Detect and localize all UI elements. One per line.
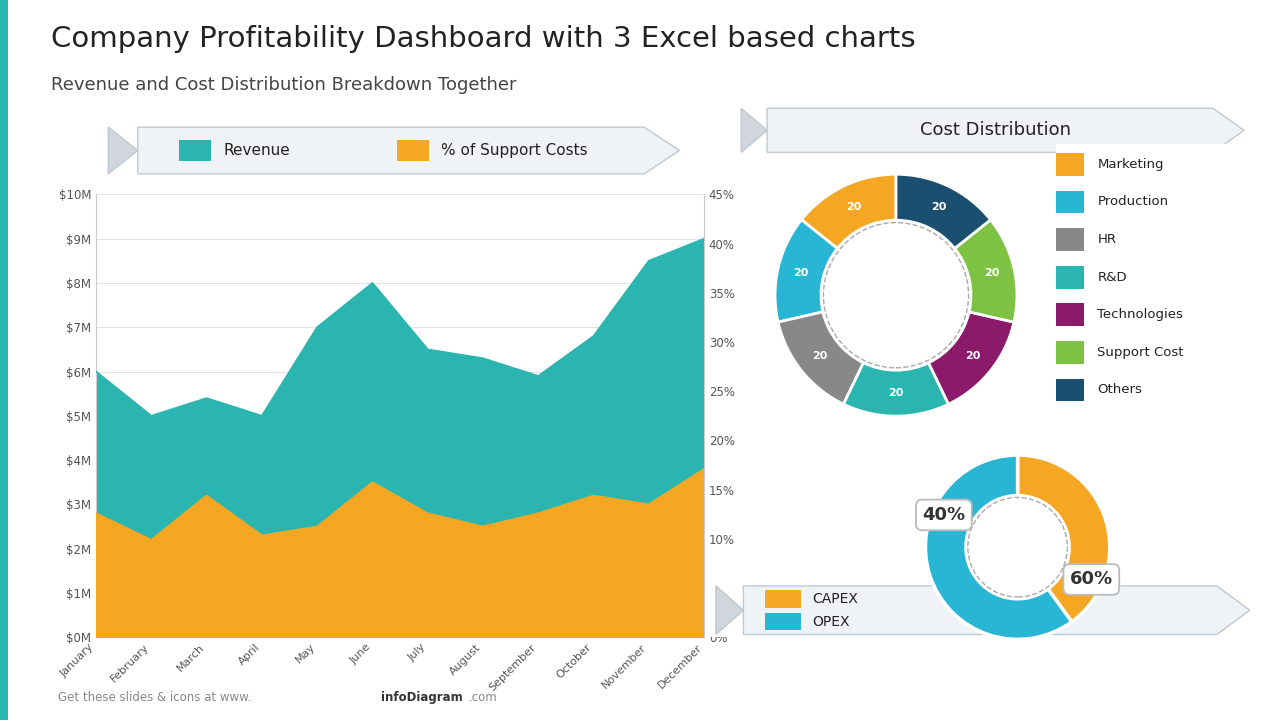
Text: 40%: 40% bbox=[923, 506, 965, 524]
Bar bbox=[1056, 341, 1084, 364]
Wedge shape bbox=[776, 220, 837, 322]
Text: 20: 20 bbox=[812, 351, 827, 361]
Bar bbox=[1056, 228, 1084, 251]
Text: HR: HR bbox=[1097, 233, 1116, 246]
Text: 20: 20 bbox=[846, 202, 861, 212]
Wedge shape bbox=[896, 174, 991, 248]
Text: % of Support Costs: % of Support Costs bbox=[440, 143, 588, 158]
Text: Others: Others bbox=[1097, 383, 1142, 396]
Text: Support Cost: Support Cost bbox=[1097, 346, 1184, 359]
Text: Cost Distribution: Cost Distribution bbox=[920, 121, 1070, 139]
Wedge shape bbox=[801, 174, 896, 248]
Text: OPEX: OPEX bbox=[813, 615, 850, 629]
Wedge shape bbox=[778, 312, 864, 404]
Wedge shape bbox=[955, 220, 1016, 322]
Polygon shape bbox=[767, 108, 1244, 153]
Text: 20: 20 bbox=[984, 269, 1000, 279]
Polygon shape bbox=[716, 586, 744, 634]
Bar bbox=[1056, 303, 1084, 326]
Circle shape bbox=[966, 495, 1069, 599]
Bar bbox=[1056, 191, 1084, 213]
Text: infoDiagram: infoDiagram bbox=[381, 691, 463, 704]
Bar bbox=[1056, 266, 1084, 289]
Circle shape bbox=[820, 220, 972, 370]
Bar bbox=[397, 140, 429, 161]
Text: 20: 20 bbox=[888, 388, 904, 398]
Wedge shape bbox=[1018, 455, 1110, 622]
Text: .com: .com bbox=[468, 691, 497, 704]
Text: 20: 20 bbox=[792, 269, 808, 279]
Wedge shape bbox=[925, 455, 1071, 639]
Bar bbox=[1056, 153, 1084, 176]
Bar bbox=[765, 590, 801, 608]
Text: CAPEX: CAPEX bbox=[813, 592, 858, 606]
Text: Technologies: Technologies bbox=[1097, 308, 1183, 321]
Polygon shape bbox=[744, 586, 1249, 634]
Bar bbox=[1056, 379, 1084, 401]
Text: Get these slides & icons at www.: Get these slides & icons at www. bbox=[58, 691, 251, 704]
Text: 20: 20 bbox=[965, 351, 980, 361]
Bar bbox=[179, 140, 211, 161]
Polygon shape bbox=[741, 108, 767, 153]
Text: 60%: 60% bbox=[1070, 570, 1112, 588]
Text: 20: 20 bbox=[931, 202, 946, 212]
Text: Revenue: Revenue bbox=[223, 143, 289, 158]
Bar bbox=[765, 613, 801, 630]
Polygon shape bbox=[109, 127, 138, 174]
Wedge shape bbox=[928, 312, 1014, 404]
Polygon shape bbox=[138, 127, 680, 174]
Text: R&D: R&D bbox=[1097, 271, 1126, 284]
Text: Company Profitability Dashboard with 3 Excel based charts: Company Profitability Dashboard with 3 E… bbox=[51, 25, 915, 53]
Text: Marketing: Marketing bbox=[1097, 158, 1164, 171]
Wedge shape bbox=[844, 363, 948, 416]
Text: Production: Production bbox=[1097, 195, 1169, 208]
Text: Revenue and Cost Distribution Breakdown Together: Revenue and Cost Distribution Breakdown … bbox=[51, 76, 517, 94]
